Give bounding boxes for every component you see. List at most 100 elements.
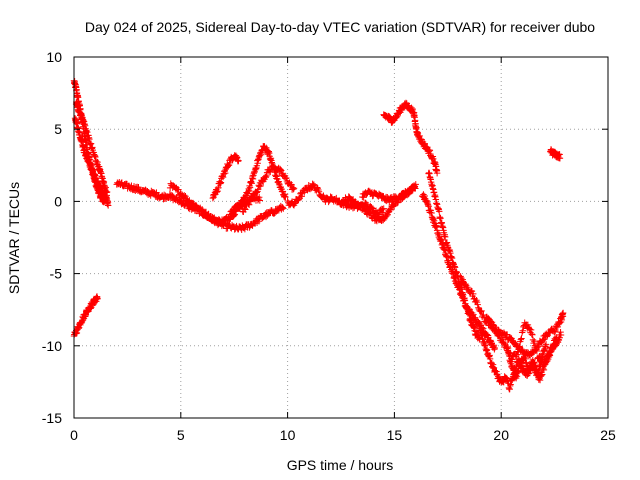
data-point [542,358,550,365]
y-tick-label: 10 [46,49,62,65]
data-point [549,344,556,352]
data-point [379,206,386,213]
data-point [387,206,395,214]
data-point [94,295,101,302]
data-point [515,348,522,356]
data-point [543,333,551,340]
y-axis-label: SDTVAR / TECUs [6,182,22,294]
data-point [369,205,377,212]
data-point [531,338,538,345]
data-point [282,193,289,201]
data-point [515,345,523,353]
data-point [478,307,485,315]
data-point [490,322,498,330]
data-point [263,172,270,180]
data-point [491,344,498,352]
data-point [103,188,111,196]
data-point [551,328,558,336]
data-point [553,335,560,343]
data-point [488,319,496,326]
data-point [290,185,298,192]
data-point [544,352,551,360]
data-point [182,192,189,200]
data-point [254,186,262,193]
x-tick-label: 15 [387,427,403,443]
x-axis-label: GPS time / hours [287,457,394,473]
data-point [489,324,496,331]
x-tick-label: 5 [177,427,185,443]
data-point [556,155,564,162]
data-point [529,331,536,338]
data-point [527,326,535,334]
data-point [135,184,142,191]
x-tick-label: 10 [280,427,296,443]
chart-title: Day 024 of 2025, Sidereal Day-to-day VTE… [85,19,595,35]
data-point [289,184,296,191]
data-point [557,331,565,339]
data-point [499,335,506,343]
x-tick-label: 0 [70,427,78,443]
data-point [366,209,374,216]
data-point [533,347,541,355]
data-point [256,197,264,204]
data-point [256,183,263,190]
data-point [298,193,305,200]
data-point [380,216,387,224]
data-point [487,318,494,325]
data-point [255,194,263,201]
data-point [552,327,559,335]
data-point [442,233,449,241]
data-point [470,290,477,298]
data-point [515,367,522,374]
data-point [276,165,284,173]
data-point [406,188,413,195]
data-point [475,304,482,311]
data-point [280,205,287,212]
data-point [496,332,503,339]
data-point [277,167,285,174]
data-point [278,203,286,211]
data-point [383,212,390,220]
data-point [528,330,535,338]
data-point [436,208,443,215]
data-point [277,166,284,173]
data-point [262,174,270,181]
y-tick-label: 5 [54,121,62,137]
data-point [257,182,264,190]
data-point [518,335,525,342]
data-point [531,342,539,349]
data-point [261,173,269,180]
data-point [175,186,182,193]
data-point [535,343,542,350]
data-point [361,204,368,212]
data-point [529,336,537,344]
data-point [241,205,248,212]
data-point [501,340,509,347]
data-point [245,201,253,208]
data-point [477,308,485,315]
data-point [535,369,542,376]
data-point [549,343,557,351]
data-point [492,326,500,333]
y-tick-label: 0 [54,193,62,209]
data-point [542,341,550,348]
y-tick-label: -10 [42,338,62,354]
data-point [279,204,286,211]
data-point [310,181,318,188]
data-points [70,77,567,393]
x-tick-label: 25 [600,427,616,443]
data-point [262,213,270,221]
data-point [539,336,547,344]
x-tick-label: 20 [493,427,509,443]
data-point [433,169,441,177]
data-point [552,334,560,341]
data-point [181,192,188,199]
data-point [495,331,503,339]
data-point [550,340,557,348]
data-point [533,346,540,353]
data-point [516,343,523,350]
axis-ticks: 0 5 10 15 20 25 -15 -10 -5 0 5 10 [42,49,616,443]
data-point [290,185,297,193]
data-point [368,204,375,211]
